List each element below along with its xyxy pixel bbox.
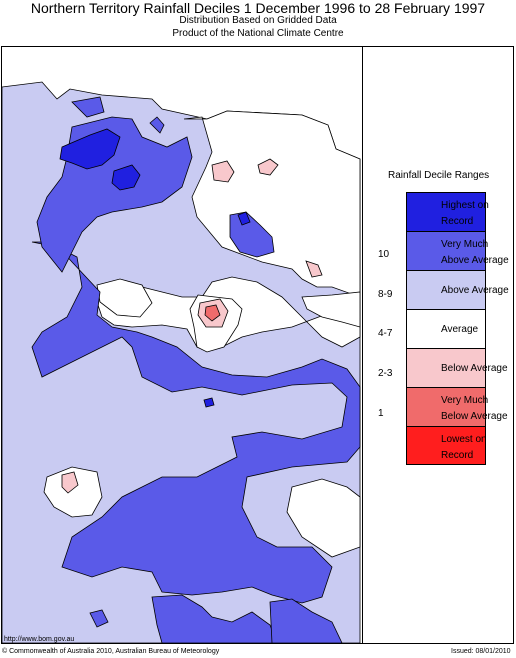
legend-label-very-much-above: Very Much Above Average xyxy=(441,239,509,266)
legend-swatch-average: Average xyxy=(406,309,486,348)
footer-issued: Issued: 08/01/2010 xyxy=(451,648,511,655)
below-average-north-2 xyxy=(257,158,279,176)
very-much-above-average-southeast xyxy=(269,598,343,643)
map-frame xyxy=(1,46,514,644)
footer-copyright: © Commonwealth of Australia 2010, Austra… xyxy=(2,648,220,655)
legend-divider xyxy=(362,46,363,644)
legend-swatch-lowest: Lowest on Record xyxy=(406,426,487,465)
legend-swatch-very-much-above: Very Much Above Average xyxy=(406,231,509,270)
map-product-line: Product of the National Climate Centre xyxy=(172,28,344,39)
legend-label-below: Below Average xyxy=(441,363,508,374)
legend-label-lowest: Lowest on Record xyxy=(441,434,487,461)
legend-swatch-highest: Highest on Record xyxy=(406,192,489,231)
legend-label-highest: Highest on Record xyxy=(441,200,489,227)
legend-swatch-above: Above Average xyxy=(406,270,509,309)
legend-range-2-3: 2-3 xyxy=(378,368,393,379)
very-much-above-average-sw-patch xyxy=(89,609,109,628)
highest-on-record-island xyxy=(111,164,141,191)
average-region-south-west xyxy=(43,466,103,518)
legend-range-10: 10 xyxy=(378,249,390,260)
rainfall-decile-map xyxy=(2,81,361,643)
highest-on-record-centre xyxy=(203,397,215,408)
below-average-north xyxy=(211,160,235,183)
legend-swatch-below: Below Average xyxy=(406,348,508,387)
average-region-west-coast xyxy=(96,278,153,318)
below-average-southwest xyxy=(61,471,79,494)
legend-label-above: Above Average xyxy=(441,285,509,296)
legend-label-average: Average xyxy=(441,324,479,335)
highest-on-record-east xyxy=(237,211,251,226)
highest-on-record-north xyxy=(59,128,121,170)
footer-url[interactable]: http://www.bom.gov.au xyxy=(4,636,75,643)
very-much-above-average-south xyxy=(151,594,278,643)
map-title: Northern Territory Rainfall Deciles 1 De… xyxy=(30,0,486,16)
legend-range-4-7: 4-7 xyxy=(378,328,393,339)
legend-swatch-very-much-below: Very Much Below Average xyxy=(406,387,508,426)
very-much-above-average-island-2 xyxy=(149,116,165,134)
legend-range-8-9: 8-9 xyxy=(378,289,393,300)
legend-label-very-much-below: Very Much Below Average xyxy=(441,395,508,422)
very-much-above-average-west xyxy=(31,241,361,604)
very-much-below-average-centre xyxy=(204,304,221,322)
very-much-above-average-island xyxy=(71,96,105,118)
below-average-east xyxy=(305,260,323,278)
legend-title: Rainfall Decile Ranges xyxy=(388,170,490,181)
average-region-south-east xyxy=(286,478,361,558)
map-subtitle: Distribution Based on Gridded Data xyxy=(179,15,337,26)
legend-range-1: 1 xyxy=(378,408,384,419)
average-region-east xyxy=(301,291,361,328)
